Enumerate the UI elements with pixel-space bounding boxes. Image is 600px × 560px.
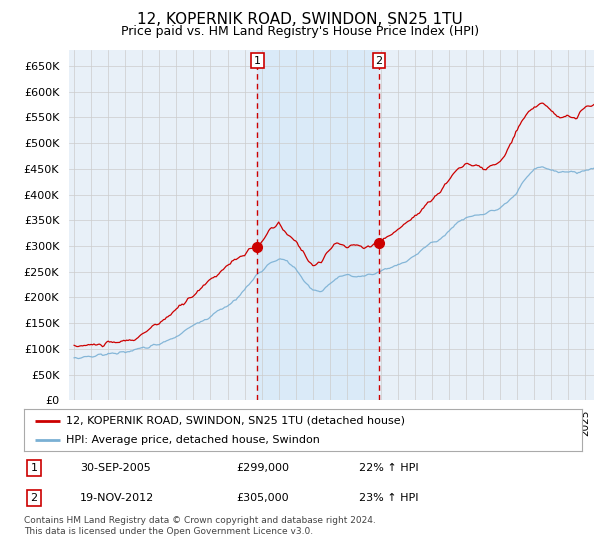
Text: 1: 1: [31, 463, 38, 473]
Text: £305,000: £305,000: [236, 493, 289, 503]
Text: 12, KOPERNIK ROAD, SWINDON, SN25 1TU: 12, KOPERNIK ROAD, SWINDON, SN25 1TU: [137, 12, 463, 27]
Text: 30-SEP-2005: 30-SEP-2005: [80, 463, 151, 473]
Text: 19-NOV-2012: 19-NOV-2012: [80, 493, 154, 503]
Text: Contains HM Land Registry data © Crown copyright and database right 2024.
This d: Contains HM Land Registry data © Crown c…: [24, 516, 376, 536]
Text: 23% ↑ HPI: 23% ↑ HPI: [359, 493, 418, 503]
Bar: [257, 50, 379, 400]
Text: 1: 1: [254, 55, 261, 66]
Text: 12, KOPERNIK ROAD, SWINDON, SN25 1TU (detached house): 12, KOPERNIK ROAD, SWINDON, SN25 1TU (de…: [66, 416, 405, 426]
Text: 2: 2: [31, 493, 38, 503]
Text: 2: 2: [376, 55, 383, 66]
Text: Price paid vs. HM Land Registry's House Price Index (HPI): Price paid vs. HM Land Registry's House …: [121, 25, 479, 38]
Text: £299,000: £299,000: [236, 463, 289, 473]
Text: HPI: Average price, detached house, Swindon: HPI: Average price, detached house, Swin…: [66, 435, 320, 445]
Text: 22% ↑ HPI: 22% ↑ HPI: [359, 463, 418, 473]
